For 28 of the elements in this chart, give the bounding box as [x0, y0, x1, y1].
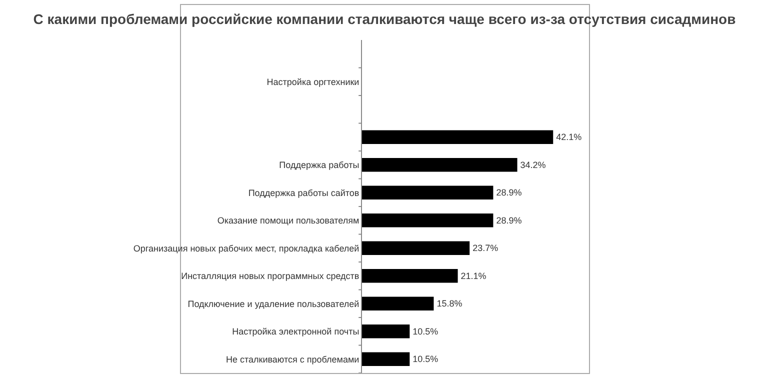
y-tick-label: Организация новых рабочих мест, прокладка кабелей [133, 243, 360, 254]
data-label: 15.8% [436, 298, 462, 309]
y-tick-label: Поддержка работы [279, 160, 360, 170]
data-label: 28.9% [496, 215, 522, 226]
data-label: 21.1% [460, 270, 486, 281]
y-tick-label: Поддержка работы сайтов [248, 188, 360, 198]
data-label: 10.5% [412, 326, 438, 336]
bar [362, 296, 434, 311]
bar [362, 352, 410, 366]
data-label: 42.1% [556, 132, 582, 142]
data-label: 10.5% [412, 354, 438, 364]
y-tick-label: Не сталкиваются с проблемами [226, 354, 360, 364]
bar [362, 324, 410, 338]
y-tick-label: Настройка электронной почты [232, 326, 360, 337]
bar [362, 186, 494, 200]
data-label: 34.2% [520, 160, 546, 170]
data-label: 28.9% [496, 188, 522, 198]
y-tick-label: Инсталляция новых программных средств [181, 271, 360, 282]
chart-title: С какими проблемами российские компании сталкиваются чаще всего из-за отсутствия сисадминов [33, 11, 736, 28]
bar [362, 268, 458, 283]
bar [362, 241, 470, 256]
bar [362, 213, 494, 228]
data-label: 23.7% [472, 243, 498, 254]
bar [362, 158, 518, 172]
bar [362, 130, 554, 144]
y-tick-label: Настройка оргтехники [266, 76, 360, 87]
y-tick-label: Оказание помощи пользователям [217, 216, 360, 226]
y-tick-label: Подключение и удаление пользователей [188, 298, 360, 309]
